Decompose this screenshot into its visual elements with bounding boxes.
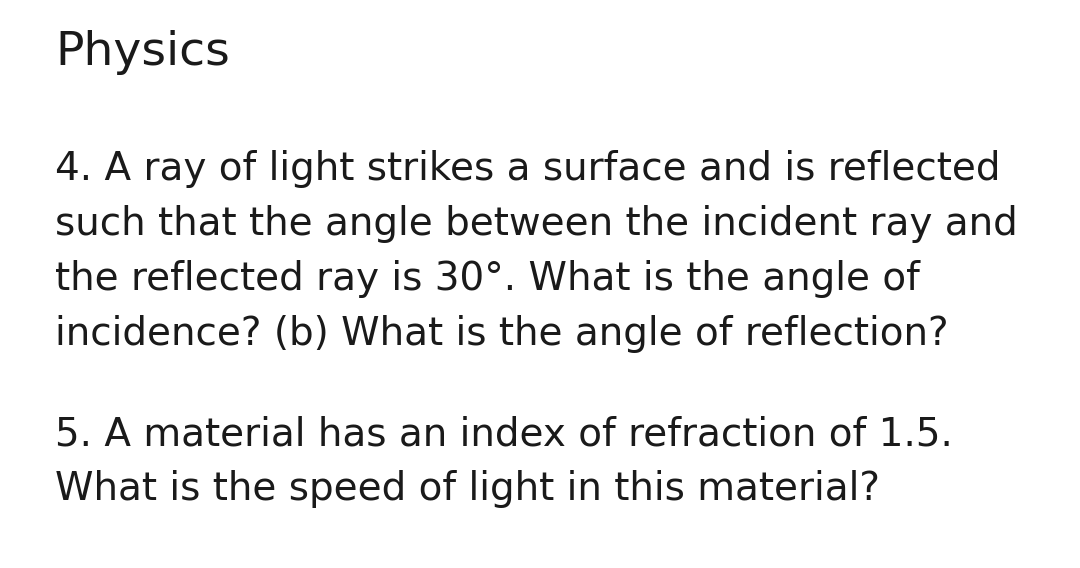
Text: What is the speed of light in this material?: What is the speed of light in this mater… [55,470,880,508]
Text: incidence? (b) What is the angle of reflection?: incidence? (b) What is the angle of refl… [55,315,948,353]
Text: 4. A ray of light strikes a surface and is reflected: 4. A ray of light strikes a surface and … [55,150,1000,188]
Text: the reflected ray is 30°. What is the angle of: the reflected ray is 30°. What is the an… [55,260,920,298]
Text: such that the angle between the incident ray and: such that the angle between the incident… [55,205,1017,243]
Text: 5. A material has an index of refraction of 1.5.: 5. A material has an index of refraction… [55,415,953,453]
Text: Physics: Physics [55,30,230,75]
